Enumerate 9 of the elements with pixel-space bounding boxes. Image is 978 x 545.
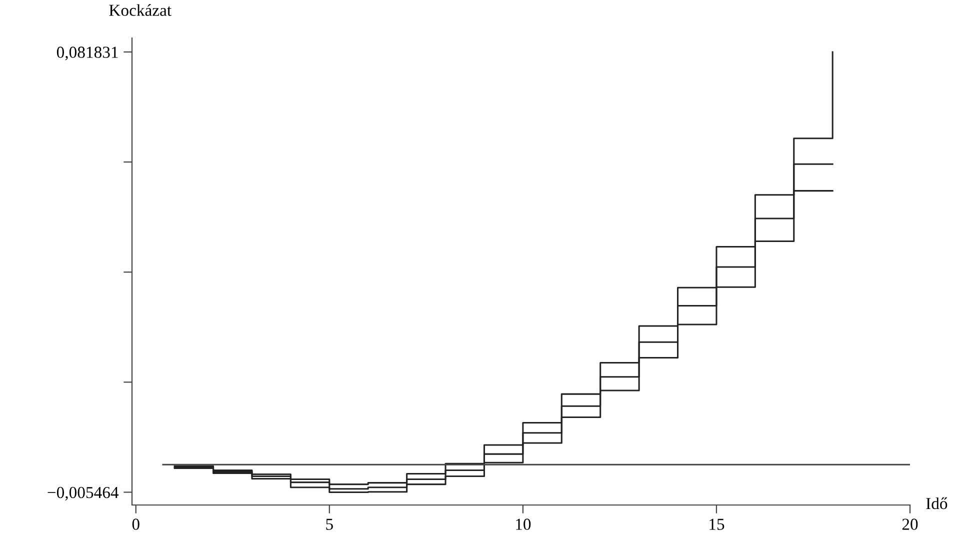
y-axis-title: Kockázat [109,4,172,16]
x-tick-label: 0 [132,518,140,530]
x-axis-title: Idő [926,497,948,510]
x-tick-label: 10 [516,518,531,530]
x-tick-label: 5 [326,518,333,530]
x-tick-label: 15 [710,518,724,530]
x-tick-label: 20 [902,518,918,530]
y-tick-label: 0,081831 [56,46,118,60]
y-tick-label: −0,005464 [48,486,119,501]
